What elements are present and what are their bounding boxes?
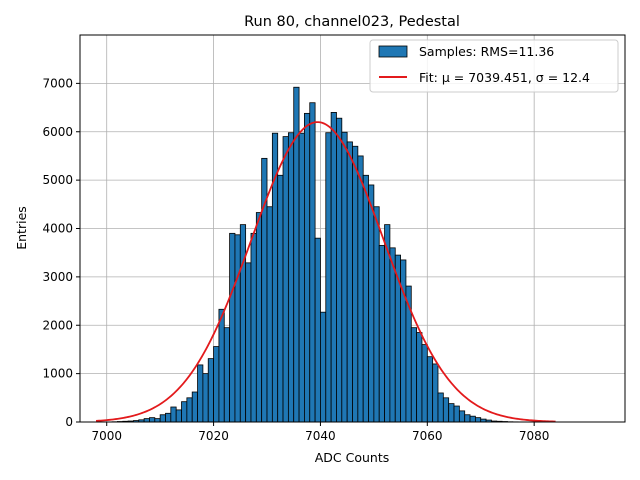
histogram-bar: [368, 184, 375, 423]
y-axis-ticks: 0 1000 2000 3000 4000 5000 6000 7000: [42, 76, 80, 429]
legend: Samples: RMS=11.36 Fit: μ = 7039.451, σ …: [369, 39, 619, 93]
legend-box: [369, 39, 619, 93]
histogram-bar: [352, 145, 359, 423]
y-tick-label: 4000: [42, 222, 73, 236]
histogram-bar: [448, 403, 455, 423]
y-tick-label: 5000: [42, 173, 73, 187]
y-tick-label: 6000: [42, 125, 73, 139]
fit-curve: [95, 121, 556, 423]
histogram-bar: [373, 206, 380, 423]
legend-fit-label: Fit: μ = 7039.451, σ = 12.4: [419, 70, 590, 85]
histogram-bar: [362, 174, 369, 423]
histogram-bar: [255, 212, 263, 423]
x-tick-label: 7020: [198, 429, 229, 443]
histogram-bar: [218, 308, 225, 423]
histogram-bar: [143, 418, 150, 423]
histogram-bar: [330, 112, 337, 423]
histogram-bar: [442, 397, 450, 423]
y-tick-label: 0: [65, 415, 73, 429]
histogram-bar: [389, 247, 396, 423]
histogram-bar: [314, 237, 321, 423]
x-tick-label: 7080: [519, 429, 550, 443]
histogram-bar: [336, 117, 343, 423]
histogram-bar: [223, 327, 231, 423]
histogram-bar: [159, 414, 166, 423]
histogram-bar: [239, 224, 247, 423]
x-axis-label: ADC Counts: [315, 450, 390, 465]
histogram-bar: [341, 131, 348, 423]
histogram-bar: [304, 112, 311, 423]
histogram-bar: [346, 141, 353, 423]
histogram-bar: [410, 327, 418, 423]
histogram-bar: [154, 418, 161, 423]
histogram-bar: [464, 414, 471, 423]
histogram-bar: [458, 410, 466, 423]
x-tick-label: 7040: [305, 429, 336, 443]
histogram-bar: [421, 344, 428, 423]
histogram-bar: [175, 409, 182, 423]
histogram-bar: [181, 401, 188, 423]
histogram-bar: [149, 417, 156, 423]
y-tick-label: 1000: [42, 367, 73, 381]
histogram-bar: [298, 132, 305, 423]
histogram-bar: [197, 364, 204, 423]
histogram-bar: [277, 174, 284, 423]
histogram-bar: [400, 259, 407, 423]
histogram-bar: [416, 332, 423, 423]
y-tick-label: 7000: [42, 76, 73, 90]
histogram-bar: [266, 206, 273, 423]
histogram-bar: [453, 405, 460, 423]
histogram-bar: [474, 417, 482, 423]
histogram-bar: [426, 356, 434, 423]
y-axis-label: Entries: [14, 206, 29, 250]
histogram-bar: [245, 262, 252, 423]
histogram-bar: [282, 136, 289, 423]
x-axis-ticks: 7000 7020 7040 7060 7080: [91, 422, 549, 443]
histogram-bar: [287, 132, 295, 423]
histogram-bar: [325, 132, 332, 423]
x-tick-label: 7060: [412, 429, 443, 443]
legend-hist-swatch: [378, 45, 408, 58]
histogram-bar: [229, 232, 236, 423]
histogram-bar: [202, 373, 209, 423]
histogram-bar: [186, 397, 193, 423]
legend-hist-label: Samples: RMS=11.36: [419, 44, 554, 59]
histogram-bar: [191, 391, 198, 423]
chart-title: Run 80, channel023, Pedestal: [244, 14, 460, 30]
histogram-bar: [170, 406, 177, 423]
x-tick-label: 7000: [91, 429, 122, 443]
histogram-bar: [437, 392, 444, 423]
histogram-bar: [234, 234, 241, 423]
y-tick-label: 2000: [42, 318, 73, 332]
y-tick-label: 3000: [42, 270, 73, 284]
histogram-bar: [320, 311, 327, 423]
histogram-bar: [165, 412, 172, 423]
histogram-bar: [469, 415, 476, 423]
histogram-bar: [432, 363, 439, 423]
histogram-bar: [250, 232, 257, 423]
fit-curve-layer: [95, 121, 556, 423]
histogram-bar: [309, 102, 316, 423]
histogram-bar: [213, 346, 220, 423]
histogram-bar: [378, 245, 385, 423]
histogram-bar: [207, 358, 214, 423]
histogram-bar: [357, 155, 364, 423]
